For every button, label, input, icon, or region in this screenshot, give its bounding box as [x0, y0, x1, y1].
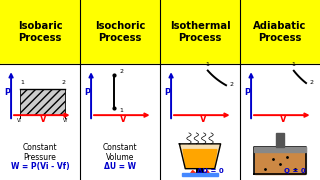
Text: ΔU = W: ΔU = W: [104, 162, 136, 171]
Text: 2: 2: [229, 82, 233, 87]
Text: V: V: [280, 115, 286, 124]
Text: P: P: [164, 88, 171, 97]
Text: V: V: [200, 115, 206, 124]
Polygon shape: [254, 147, 306, 174]
Text: Adiabatic
Process: Adiabatic Process: [253, 21, 307, 42]
Text: 2: 2: [119, 69, 124, 74]
Polygon shape: [189, 170, 211, 176]
Polygon shape: [180, 144, 220, 169]
Text: 1: 1: [119, 108, 124, 113]
Text: W = P(Vi - Vf): W = P(Vi - Vf): [11, 162, 69, 171]
Text: Q = 0: Q = 0: [284, 168, 306, 174]
Polygon shape: [183, 150, 217, 168]
Text: ΔU = 0: ΔU = 0: [197, 168, 224, 174]
Text: 2: 2: [309, 80, 313, 85]
Text: Isobaric
Process: Isobaric Process: [18, 21, 62, 42]
Text: P: P: [244, 88, 251, 97]
Text: Isothermal
Process: Isothermal Process: [170, 21, 230, 42]
Text: Constant
Pressure: Constant Pressure: [23, 143, 57, 163]
Text: 1: 1: [291, 62, 295, 67]
Text: V: V: [40, 115, 46, 124]
Text: Constant
Volume: Constant Volume: [103, 143, 137, 163]
Text: Vi: Vi: [17, 118, 22, 123]
Text: 2: 2: [62, 80, 66, 85]
Text: 1: 1: [205, 62, 209, 67]
Polygon shape: [255, 152, 305, 174]
Polygon shape: [276, 133, 284, 147]
Text: Isochoric
Process: Isochoric Process: [95, 21, 145, 42]
Polygon shape: [254, 147, 306, 152]
Polygon shape: [196, 169, 204, 174]
Text: V: V: [120, 115, 126, 124]
Polygon shape: [182, 174, 219, 176]
Text: 1: 1: [21, 80, 25, 85]
Text: Vf: Vf: [63, 118, 68, 123]
Bar: [20, 89, 65, 115]
Text: P: P: [84, 88, 91, 97]
Text: P: P: [4, 88, 11, 97]
